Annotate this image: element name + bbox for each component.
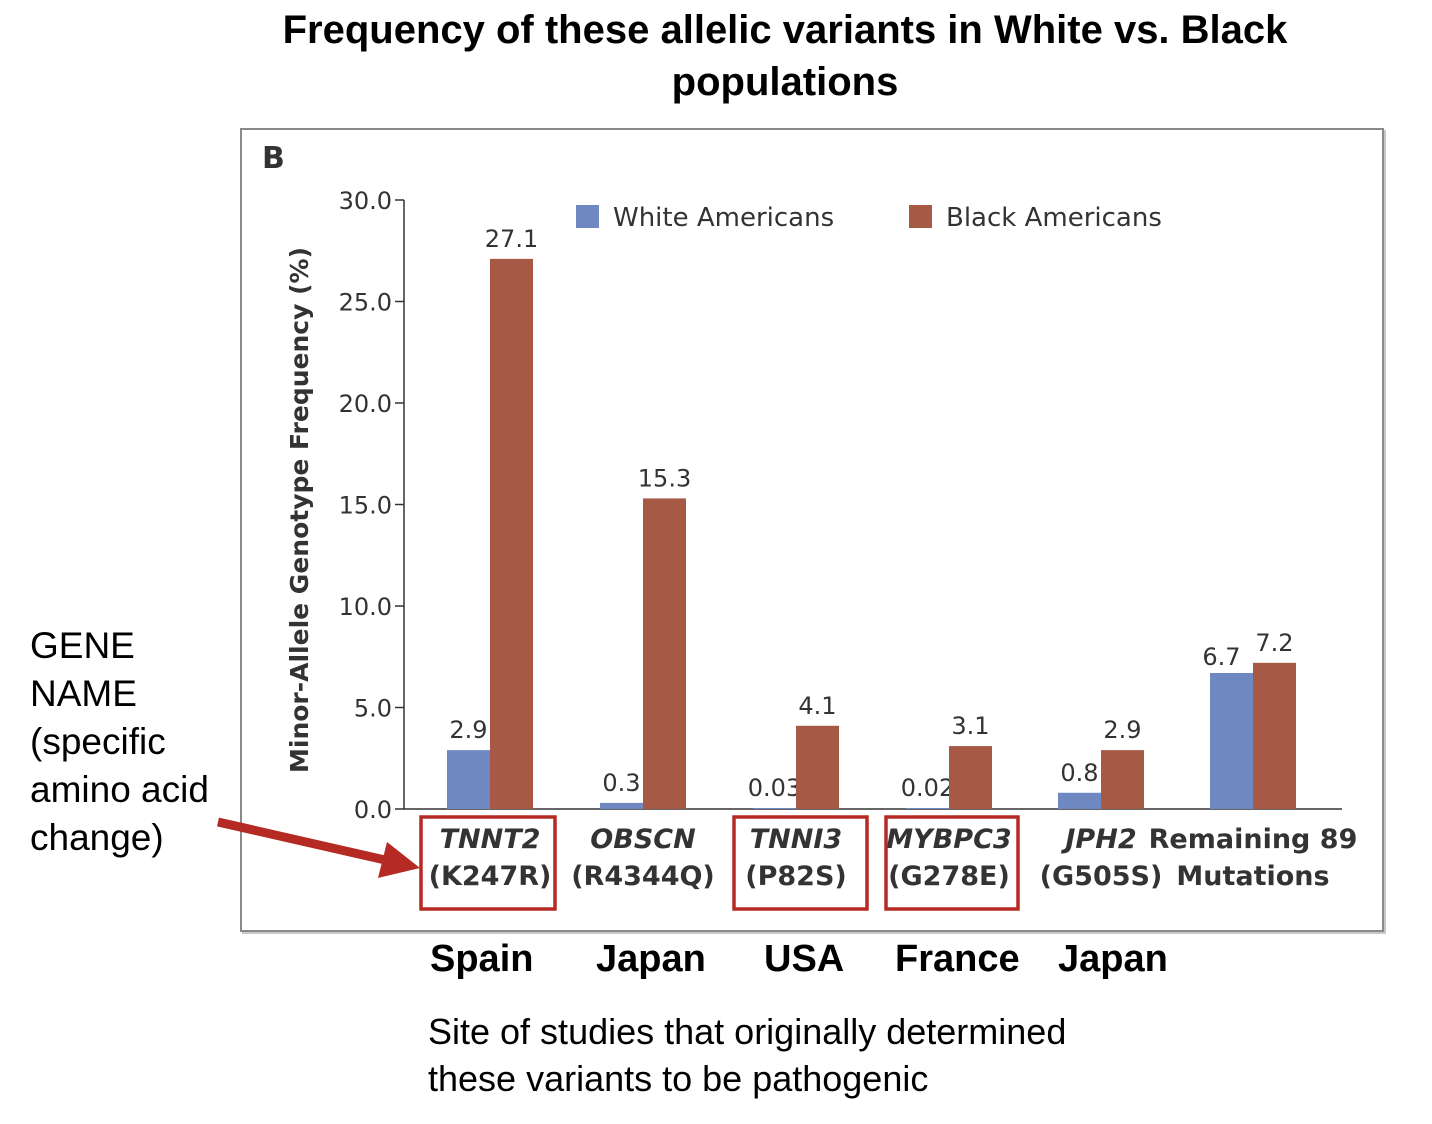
category-change-label: (P82S) (745, 861, 847, 892)
category-gene-label: TNNT2 (440, 824, 541, 855)
arrow-head (378, 842, 420, 878)
data-label: 0.3 (602, 769, 640, 797)
bar (600, 802, 643, 809)
y-tick-label: 30.0 (339, 187, 392, 215)
annotation-line: NAME (30, 673, 137, 714)
category-change-label: (R4344Q) (571, 861, 715, 892)
legend-label: Black Americans (946, 203, 1162, 233)
bar (1058, 792, 1101, 809)
category-change-label: (G505S) (1040, 861, 1163, 892)
bar (753, 808, 796, 809)
site-label-japan: Japan (596, 938, 706, 980)
arrow-shaft (217, 817, 386, 865)
data-label: 27.1 (485, 225, 538, 253)
data-label: 3.1 (951, 712, 989, 740)
category-gene-label: OBSCN (590, 824, 696, 855)
bar (1253, 662, 1296, 809)
annotation-line: change) (30, 817, 164, 858)
data-label: 2.9 (449, 716, 487, 744)
category-gene-label: Remaining 89 (1149, 824, 1358, 855)
annotation-line: amino acid (30, 769, 209, 810)
data-label: 2.9 (1103, 716, 1141, 744)
bar (1101, 750, 1144, 809)
highlight-box (732, 815, 869, 911)
highlight-box (419, 815, 557, 911)
site-label-usa: USA (764, 938, 845, 980)
bar (1210, 672, 1253, 809)
data-label: 0.8 (1060, 759, 1098, 787)
category-gene-label: MYBPC3 (886, 824, 1011, 855)
bar (447, 750, 490, 809)
y-tick-label: 15.0 (339, 492, 392, 520)
panel-label: B (262, 141, 285, 176)
category-gene-label: TNNI3 (750, 824, 842, 855)
data-label: 4.1 (798, 692, 836, 720)
annotation-line: (specific (30, 721, 166, 762)
footnote-line: Site of studies that originally determin… (428, 1011, 1067, 1052)
footnote-line: these variants to be pathogenic (428, 1058, 929, 1099)
site-label-japan-2: Japan (1058, 938, 1168, 980)
y-tick-label: 25.0 (339, 289, 392, 317)
data-label: 7.2 (1255, 629, 1293, 657)
y-tick-label: 20.0 (339, 390, 392, 418)
legend-label: White Americans (613, 203, 834, 233)
legend-swatch (576, 205, 599, 228)
data-label: 6.7 (1202, 643, 1240, 671)
bar (949, 746, 992, 809)
site-label-france: France (895, 938, 1020, 980)
site-label-spain: Spain (430, 938, 534, 980)
gene-name-annotation: GENE NAME (specific amino acid change) (30, 622, 209, 862)
bar (643, 498, 686, 809)
y-tick-label: 0.0 (354, 796, 392, 824)
y-tick-label: 5.0 (354, 695, 392, 723)
y-tick-label: 10.0 (339, 593, 392, 621)
category-gene-label: JPH2 (1060, 824, 1136, 855)
bar (906, 808, 949, 809)
category-change-label: (G278E) (888, 861, 1010, 892)
legend-swatch (909, 205, 932, 228)
y-axis-label: Minor-Allele Genotype Frequency (%) (285, 247, 314, 773)
bar (796, 725, 839, 809)
highlight-box (884, 815, 1020, 911)
annotation-line: GENE (30, 625, 135, 666)
figure-title: Frequency of these allelic variants in W… (282, 8, 1288, 104)
category-change-label: (K247R) (429, 861, 552, 892)
bar (490, 258, 533, 809)
site-footnote: Site of studies that originally determin… (428, 1008, 1066, 1102)
data-label: 15.3 (638, 464, 691, 492)
data-label: 0.02 (901, 774, 954, 802)
data-label: 0.03 (748, 774, 801, 802)
category-change-label: Mutations (1176, 861, 1329, 892)
